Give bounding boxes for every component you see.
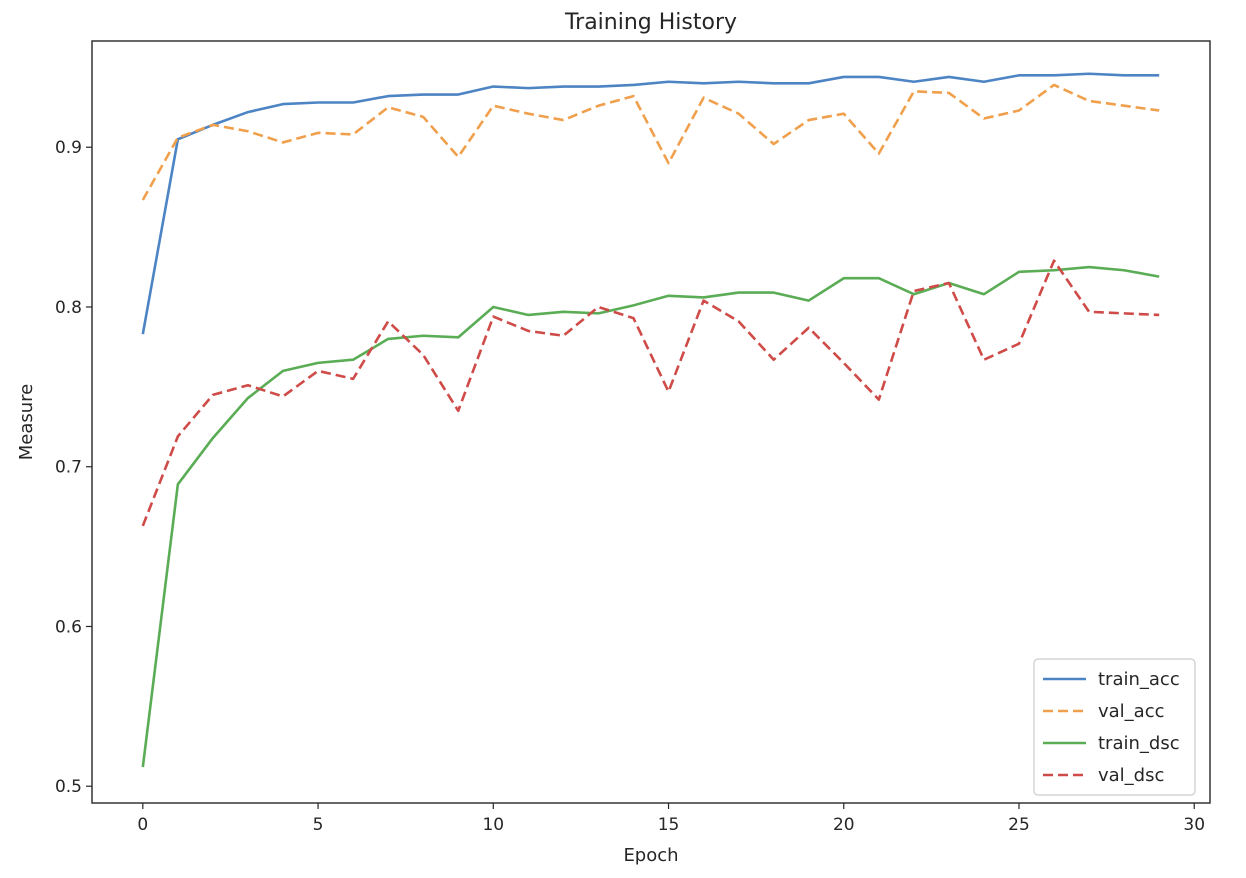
y-tick-label: 0.6 [55,617,82,637]
legend-label-val-dsc: val_dsc [1098,765,1164,786]
x-axis-ticks: 0 5 10 15 20 25 30 [137,803,1205,835]
x-tick-label: 20 [833,815,855,835]
x-tick-label: 10 [482,815,504,835]
y-tick-label: 0.5 [55,777,82,797]
series-line-train-acc [141,72,1160,335]
y-tick-label: 0.8 [55,298,82,318]
legend-label-val-acc: val_acc [1098,701,1165,722]
plot-area-frame [91,40,1211,804]
series-layer [141,72,1160,768]
x-tick-label: 15 [658,815,680,835]
legend-label-train-dsc: train_dsc [1098,733,1180,754]
y-axis-label: Measure [16,384,37,461]
y-axis-ticks: 0.5 0.6 0.7 0.8 0.9 [55,138,92,797]
x-tick-label: 30 [1183,815,1205,835]
chart-title: Training History [564,10,737,35]
x-tick-label: 25 [1008,815,1030,835]
series-line-val-acc [141,83,1160,201]
x-tick-label: 5 [313,815,324,835]
x-tick-label: 0 [137,815,148,835]
series-line-train-dsc [141,265,1160,768]
x-axis-label: Epoch [623,845,678,866]
legend: train_acc val_acc train_dsc val_dsc [1033,658,1196,796]
y-tick-label: 0.9 [55,138,82,158]
legend-box [1033,658,1196,796]
y-tick-label: 0.7 [55,458,82,478]
series-line-val-dsc [141,259,1160,527]
legend-label-train-acc: train_acc [1098,669,1180,690]
